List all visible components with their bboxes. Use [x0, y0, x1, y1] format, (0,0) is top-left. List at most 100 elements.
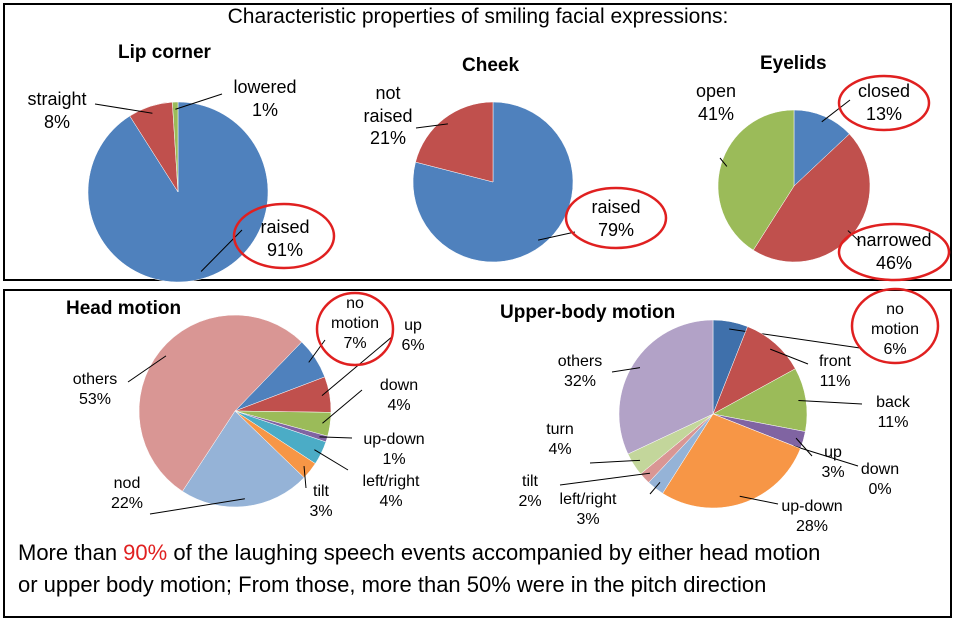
bottom-panel	[3, 289, 952, 618]
slice-value: 2%	[518, 493, 542, 510]
slice-name: raised	[591, 197, 641, 217]
leader-line	[770, 348, 809, 365]
leader-line	[319, 436, 353, 439]
slice-name: up-down	[363, 431, 425, 448]
caption-line: More than 90% of the laughing speech eve…	[18, 540, 820, 566]
slice-value: 4%	[379, 493, 403, 510]
pie-title: Cheek	[462, 55, 520, 76]
leader-line	[538, 231, 576, 241]
slice-label: back 11%	[863, 393, 923, 433]
leader-line	[589, 459, 641, 464]
slice-value: 79%	[597, 219, 635, 240]
pie-slice	[138, 314, 303, 492]
slice-label: left/right 4%	[346, 472, 436, 512]
pie-slice	[618, 319, 714, 455]
slice-name: lowered	[233, 77, 297, 97]
slice-name: not raised	[363, 83, 413, 126]
slice-value: 3%	[821, 464, 845, 481]
leader-line	[798, 399, 863, 405]
leader-line	[303, 466, 307, 489]
slice-label: front 11%	[810, 352, 860, 392]
leader-line	[415, 123, 448, 129]
slice-label: nod 22%	[97, 474, 157, 514]
leader-line	[322, 389, 363, 424]
highlight-circle	[850, 287, 940, 365]
slice-name: turn	[546, 421, 574, 438]
caption-text: More than	[18, 540, 124, 565]
caption-text: of the laughing speech events accompanie…	[167, 540, 821, 565]
slice-label: up-down 1%	[349, 430, 439, 470]
leader-line	[649, 482, 661, 495]
pie-slice	[717, 109, 795, 251]
highlight-circle	[315, 291, 395, 367]
slice-label: up 6%	[393, 316, 433, 356]
slice-name: no motion	[870, 301, 920, 338]
leader-line	[847, 230, 861, 243]
slice-label: up 3%	[813, 443, 853, 483]
pie-slice	[415, 101, 494, 183]
leader-line	[175, 93, 223, 110]
slice-value: 11%	[877, 414, 909, 431]
slice-value: 4%	[548, 441, 572, 458]
slice-value: 3%	[309, 503, 333, 520]
slice-label: turn 4%	[535, 420, 585, 460]
pie-title: Head motion	[66, 298, 182, 319]
leader-line	[739, 495, 779, 505]
highlight-circle	[837, 74, 931, 132]
leader-line	[795, 437, 813, 457]
slice-name: up-down	[781, 498, 843, 515]
slice-value: 32%	[563, 373, 597, 390]
slice-value: 53%	[78, 391, 112, 408]
pie-title: Lip corner	[118, 42, 211, 63]
leader-line	[611, 367, 641, 373]
pie-title: Eyelids	[760, 53, 827, 74]
slice-value: 8%	[43, 111, 70, 132]
slice-name: front	[818, 353, 851, 370]
slice-label: straight 8%	[12, 88, 102, 133]
slice-value: 46%	[875, 252, 913, 273]
slice-name: nod	[113, 475, 141, 492]
slice-value: 6%	[883, 341, 907, 358]
leader-line	[821, 99, 851, 123]
slice-label: tilt 3%	[301, 482, 341, 522]
heading: Characteristic properties of smiling fac…	[227, 5, 729, 28]
slice-name: up	[824, 444, 842, 461]
slice-name: left/right	[362, 473, 420, 490]
top-panel	[3, 3, 952, 281]
slice-label: others 32%	[550, 352, 610, 392]
slice-value: 41%	[697, 103, 735, 124]
pie-slice	[712, 368, 808, 432]
slice-label: open 41%	[686, 80, 746, 125]
slice-label: narrowed 46%	[847, 229, 942, 274]
pie-slice	[182, 410, 305, 508]
leader-line	[719, 157, 728, 167]
highlight-circle	[837, 222, 951, 282]
pie-slice	[712, 326, 796, 415]
slice-value: 0%	[868, 481, 892, 498]
slice-value: 6%	[401, 337, 425, 354]
slice-label: raised 79%	[576, 196, 656, 241]
slice-label: others 53%	[60, 370, 130, 410]
slice-name: others	[72, 371, 118, 388]
pie-title: Upper-body motion	[500, 302, 676, 323]
leader-line	[308, 339, 326, 363]
slice-name: no motion	[330, 295, 380, 332]
caption-highlight: 90%	[123, 540, 168, 565]
slice-name: raised	[260, 217, 310, 237]
caption-line: or upper body motion; From those, more t…	[18, 572, 767, 597]
slice-name: tilt	[522, 473, 538, 490]
slice-name: others	[557, 353, 603, 370]
slice-value: 4%	[387, 397, 411, 414]
slice-value: 21%	[369, 128, 407, 148]
slice-value: 11%	[819, 373, 851, 390]
slice-value: 28%	[795, 518, 829, 535]
leader-line	[149, 498, 245, 515]
slice-value: 13%	[865, 103, 903, 124]
slice-label: left/right 3%	[548, 490, 628, 530]
slice-label: raised 91%	[245, 216, 325, 261]
slice-value: 91%	[266, 239, 304, 260]
slice-name: down	[860, 461, 900, 478]
slice-name: narrowed	[856, 230, 932, 250]
